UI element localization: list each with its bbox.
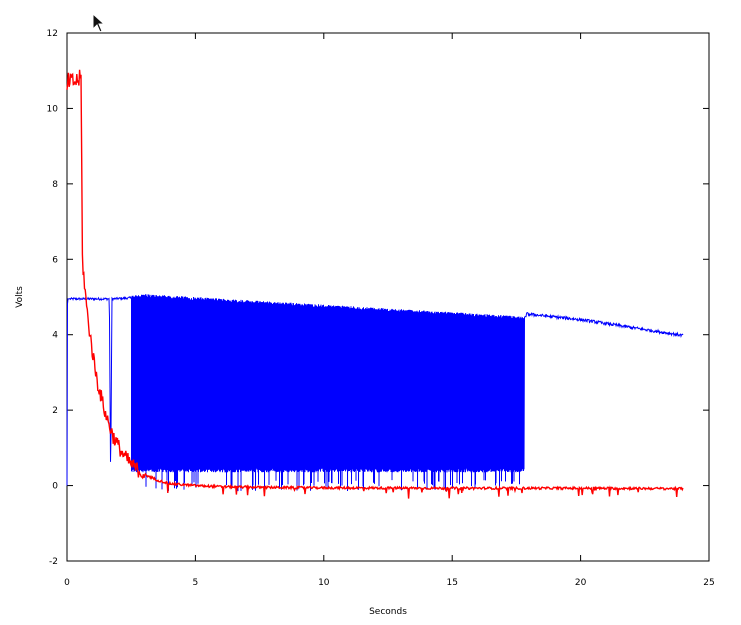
y-tick-label: 10 (47, 104, 59, 114)
mouse-pointer-icon (92, 13, 106, 33)
x-tick-label: 10 (318, 578, 330, 588)
y-axis-label: Volts (15, 286, 25, 308)
x-tick-label: 25 (703, 578, 714, 588)
x-tick-label: 5 (193, 578, 199, 588)
x-axis-ticks: 0 5 10 15 20 25 (64, 33, 715, 588)
series-blue-line (66, 294, 684, 492)
y-axis-ticks: -2 0 2 4 6 8 10 12 (47, 29, 709, 567)
x-tick-label: 20 (575, 578, 587, 588)
y-tick-label: -2 (49, 557, 58, 567)
y-tick-label: 12 (47, 29, 58, 39)
y-tick-label: 8 (52, 180, 58, 190)
series-red-line (66, 69, 684, 499)
plot-frame (66, 32, 710, 562)
y-tick-label: 2 (52, 406, 58, 416)
x-tick-label: 15 (446, 578, 457, 588)
y-tick-label: 0 (52, 482, 58, 492)
y-tick-label: 6 (52, 255, 58, 265)
y-tick-label: 4 (52, 331, 58, 341)
x-tick-label: 0 (64, 578, 70, 588)
x-axis-label: Seconds (369, 607, 407, 617)
series-blue (66, 294, 684, 492)
series-red (66, 69, 684, 499)
